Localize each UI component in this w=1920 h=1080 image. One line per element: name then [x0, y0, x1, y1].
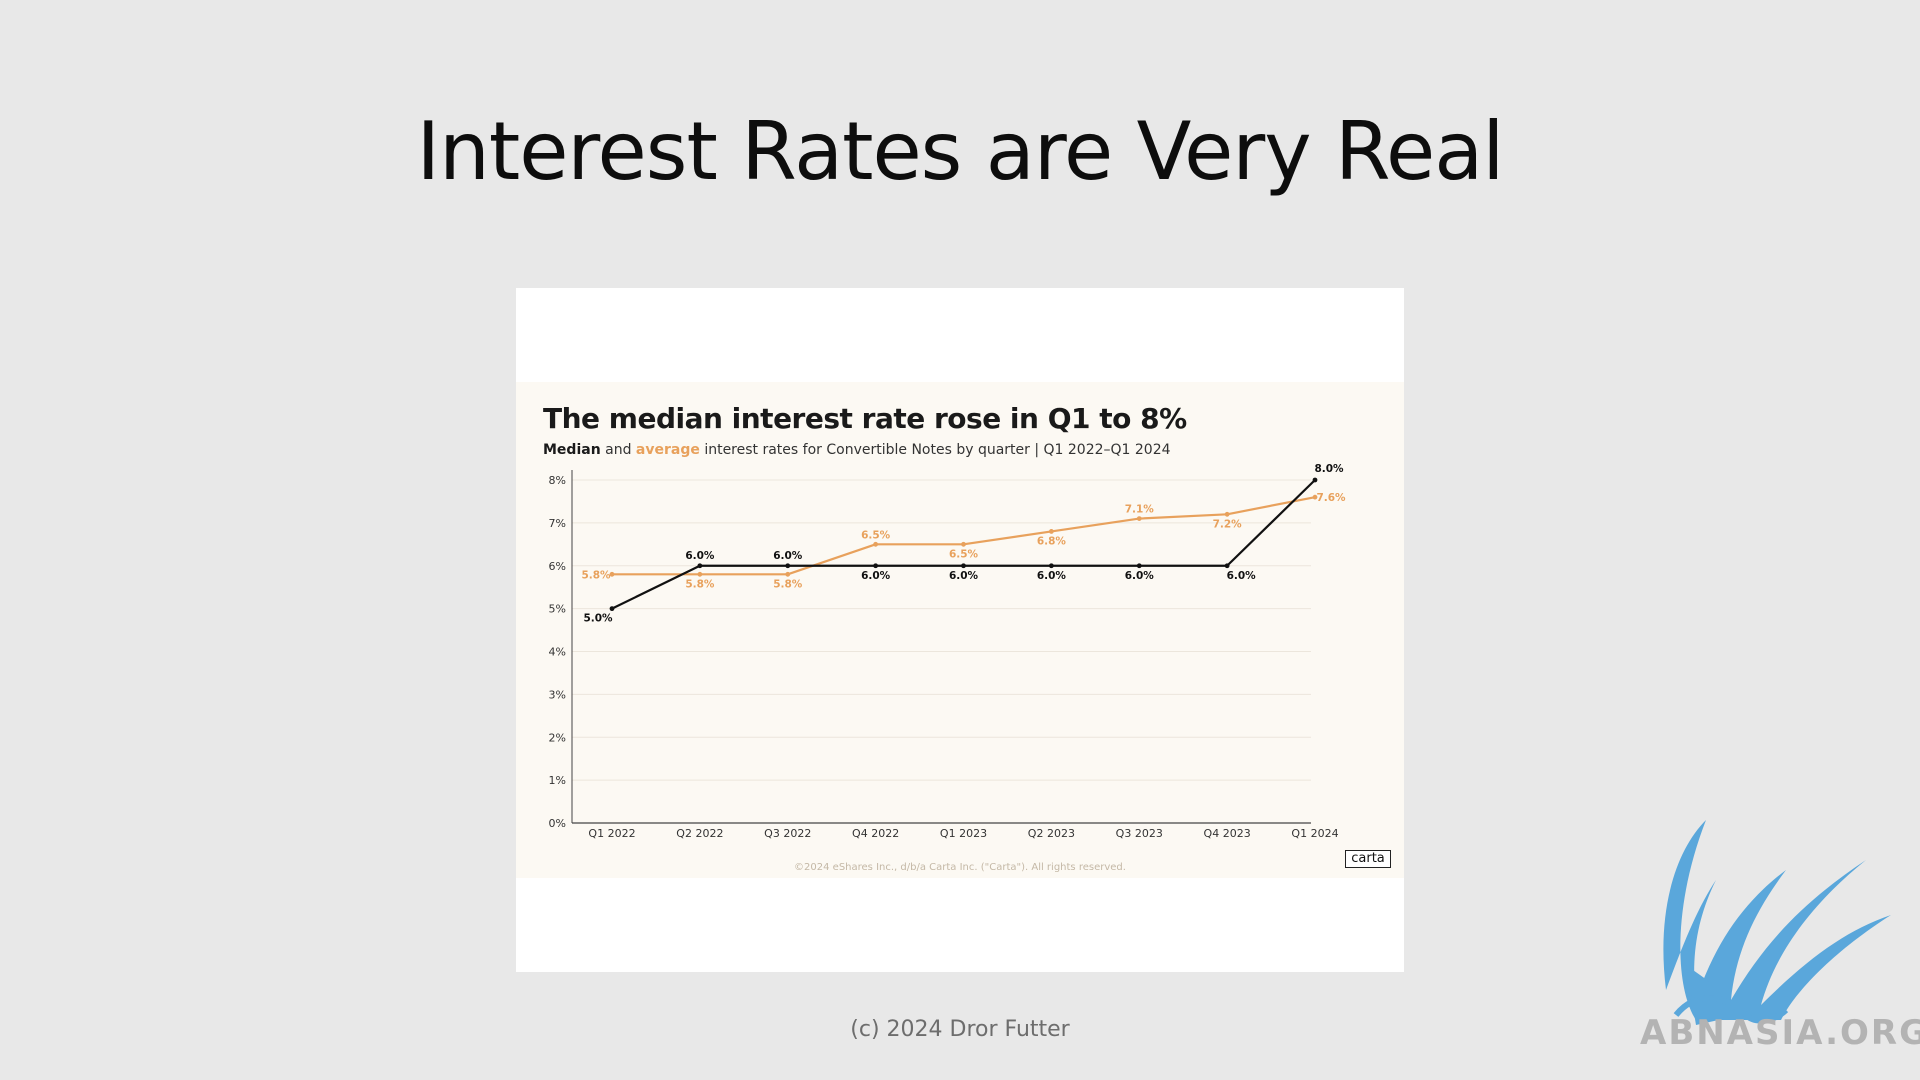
subtitle-median: Median	[543, 442, 601, 458]
average-data-label: 7.2%	[1213, 518, 1243, 530]
x-tick-label: Q1 2024	[1291, 827, 1338, 840]
average-data-label: 5.8%	[773, 578, 803, 590]
y-tick-label: 3%	[549, 688, 566, 701]
chart-subtitle: Median and average interest rates for Co…	[543, 442, 1171, 458]
average-point	[785, 571, 791, 577]
watermark-text: ABNASIA.ORG	[1640, 1013, 1920, 1053]
y-tick-label: 2%	[549, 731, 566, 744]
chart-image-frame: The median interest rate rose in Q1 to 8…	[516, 288, 1404, 972]
average-point	[697, 571, 703, 577]
source-note: ©2024 eShares Inc., d/b/a Carta Inc. ("C…	[794, 862, 1126, 873]
slide-title: Interest Rates are Very Real	[416, 105, 1505, 198]
y-tick-label: 8%	[549, 474, 566, 487]
y-tick-label: 5%	[549, 603, 566, 616]
average-data-label: 5.8%	[581, 569, 611, 581]
median-data-label: 6.0%	[861, 570, 891, 582]
y-tick-label: 7%	[549, 517, 566, 530]
median-point	[697, 563, 703, 569]
average-series-line	[612, 496, 1316, 576]
line-chart: 0% 1% 2% 3% 4% 5% 6% 7% 8% Q1 2022 Q2 2022 Q3 2022 Q…	[549, 463, 1346, 840]
median-data-label: 5.0%	[583, 613, 613, 625]
average-data-label: 6.5%	[949, 548, 979, 560]
median-point	[1224, 563, 1230, 569]
x-tick-label: Q1 2022	[588, 827, 635, 840]
average-point	[609, 571, 615, 577]
x-tick-label: Q4 2022	[852, 827, 899, 840]
subtitle-and: and	[605, 442, 632, 458]
subtitle-average: average	[635, 442, 700, 458]
median-data-label: 6.0%	[949, 570, 979, 582]
median-point	[1136, 563, 1142, 569]
x-tick-label: Q3 2022	[764, 827, 811, 840]
median-data-label: 6.0%	[1037, 570, 1067, 582]
median-data-label: 6.0%	[1125, 570, 1155, 582]
median-data-label: 8.0%	[1314, 463, 1344, 475]
average-point	[1136, 516, 1142, 521]
y-tick-label: 0%	[549, 817, 566, 830]
chart-panel: The median interest rate rose in Q1 to 8…	[516, 382, 1404, 878]
x-tick-label: Q2 2023	[1028, 827, 1075, 840]
x-tick-label: Q3 2023	[1116, 827, 1163, 840]
average-point	[961, 541, 966, 547]
median-point	[873, 563, 879, 569]
average-data-label: 6.5%	[861, 529, 891, 541]
subtitle-rest: interest rates for Convertible Notes by …	[704, 442, 1171, 458]
median-point	[785, 563, 791, 569]
median-point	[1048, 563, 1054, 569]
x-tick-label: Q2 2022	[676, 827, 723, 840]
chart-title: The median interest rate rose in Q1 to 8…	[543, 402, 1187, 435]
y-tick-label: 6%	[549, 560, 566, 573]
median-data-label: 6.0%	[685, 550, 715, 562]
average-point	[1312, 494, 1318, 500]
average-data-label: 7.6%	[1316, 492, 1346, 504]
y-tick-label: 1%	[549, 774, 566, 787]
average-data-label: 6.8%	[1037, 535, 1067, 547]
average-point	[1048, 529, 1054, 534]
median-point	[1312, 477, 1318, 483]
average-point	[1224, 511, 1230, 517]
average-data-label: 7.1%	[1125, 504, 1155, 516]
median-data-label: 6.0%	[1227, 570, 1257, 582]
average-data-label: 5.8%	[685, 578, 715, 590]
median-data-label: 6.0%	[773, 550, 803, 562]
x-tick-label: Q4 2023	[1204, 827, 1251, 840]
average-point	[873, 541, 879, 547]
griffin-watermark-icon	[1663, 820, 1891, 1025]
slide-footer: (c) 2024 Dror Futter	[850, 1017, 1070, 1042]
median-point	[609, 606, 615, 612]
x-tick-label: Q1 2023	[940, 827, 987, 840]
median-point	[961, 563, 966, 569]
carta-logo: carta	[1345, 850, 1391, 868]
y-tick-label: 4%	[549, 646, 566, 659]
